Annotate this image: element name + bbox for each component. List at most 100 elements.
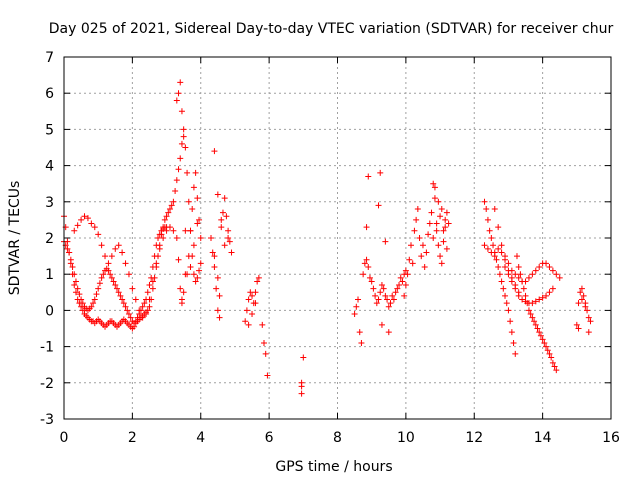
data-point: [481, 198, 488, 205]
data-point: [166, 224, 173, 231]
data-point: [136, 307, 143, 314]
data-point: [585, 329, 592, 336]
data-point: [81, 213, 88, 220]
data-point: [503, 300, 510, 307]
y-tick-label: 6: [45, 86, 54, 102]
data-point: [500, 285, 507, 292]
data-point: [360, 271, 367, 278]
data-point: [182, 144, 189, 151]
data-point: [377, 289, 384, 296]
y-tick-label: 0: [45, 303, 54, 319]
data-point: [532, 298, 539, 305]
data-point: [148, 274, 155, 281]
data-point: [370, 285, 377, 292]
data-point: [254, 278, 261, 285]
data-point: [180, 133, 187, 140]
data-point: [443, 209, 450, 216]
data-point: [228, 249, 235, 256]
data-point: [197, 260, 204, 267]
data-point: [551, 363, 558, 370]
data-point: [368, 278, 375, 285]
data-point: [493, 256, 500, 263]
data-point: [363, 224, 370, 231]
data-point: [211, 148, 218, 155]
data-point: [127, 314, 134, 321]
data-point: [372, 292, 379, 299]
data-point: [252, 300, 259, 307]
data-point: [173, 235, 180, 241]
data-point: [146, 282, 153, 289]
data-point: [190, 242, 197, 249]
data-point: [192, 278, 199, 285]
data-point: [214, 274, 221, 281]
data-point: [366, 274, 373, 281]
data-point: [365, 173, 372, 180]
data-point: [74, 222, 81, 229]
data-point: [298, 390, 305, 397]
data-point: [358, 339, 365, 346]
data-point: [187, 263, 194, 270]
data-point: [194, 195, 201, 202]
data-point: [67, 256, 74, 263]
data-point: [180, 289, 187, 296]
data-point: [365, 263, 372, 270]
data-point: [95, 285, 102, 292]
data-point: [298, 383, 305, 390]
y-tick-label: -1: [40, 340, 54, 356]
data-point: [378, 282, 385, 289]
data-point: [549, 267, 556, 274]
x-tick-label: 6: [265, 430, 274, 446]
chart-title: Day 025 of 2021, Sidereal Day-to-day VTE…: [49, 21, 614, 37]
data-point: [484, 245, 491, 252]
data-point: [180, 126, 187, 133]
data-point: [577, 289, 584, 296]
data-point: [408, 242, 415, 249]
data-point: [525, 274, 532, 281]
data-point: [351, 311, 358, 318]
data-point: [146, 296, 153, 303]
data-point: [520, 285, 527, 292]
data-point: [132, 318, 139, 325]
data-point: [430, 235, 437, 241]
data-point: [373, 300, 380, 307]
data-point: [575, 300, 582, 307]
x-tick-label: 0: [60, 430, 69, 446]
data-point: [573, 321, 580, 328]
data-point: [120, 300, 127, 307]
data-point: [165, 209, 172, 216]
data-point: [396, 282, 403, 289]
data-point: [502, 256, 509, 263]
data-point: [178, 296, 185, 303]
data-point: [491, 206, 498, 213]
data-point: [226, 238, 233, 245]
data-point: [355, 296, 362, 303]
data-point: [488, 235, 495, 241]
data-point: [214, 307, 221, 314]
data-point: [149, 278, 156, 285]
data-point: [529, 314, 536, 321]
data-point: [78, 216, 85, 223]
data-point: [537, 332, 544, 339]
data-point: [214, 191, 221, 198]
data-point: [539, 336, 546, 343]
data-point: [442, 216, 449, 223]
data-point: [587, 318, 594, 325]
data-point: [160, 235, 167, 241]
data-point: [585, 314, 592, 321]
data-point: [194, 274, 201, 281]
data-point: [218, 224, 225, 231]
data-point: [125, 311, 132, 318]
data-point: [495, 245, 502, 252]
data-point: [119, 296, 126, 303]
data-point: [90, 300, 97, 307]
data-point: [255, 274, 262, 281]
data-point: [442, 224, 449, 231]
data-point: [113, 285, 120, 292]
data-point: [166, 206, 173, 213]
x-tick-label: 10: [397, 430, 415, 446]
data-point: [402, 267, 409, 274]
data-point: [356, 329, 363, 336]
data-point: [423, 249, 430, 256]
data-point: [175, 256, 182, 263]
